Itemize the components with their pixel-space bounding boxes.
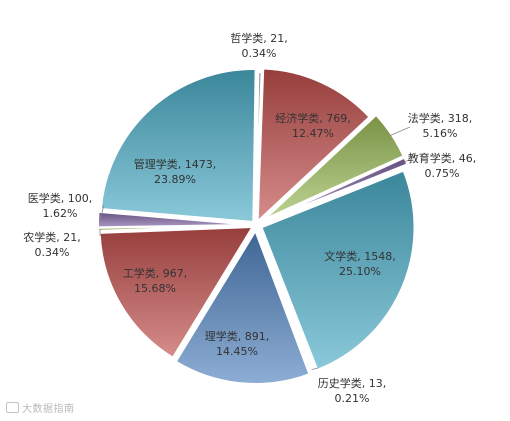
data-label-percent: 0.34% <box>242 47 277 60</box>
data-label-percent: 23.89% <box>154 173 196 186</box>
data-label-name-value: 法学类, 318, <box>408 111 473 125</box>
leader-line-6 <box>311 367 319 371</box>
pie-slice-11 <box>99 68 257 224</box>
data-label-percent: 0.34% <box>35 246 70 259</box>
data-label-name-value: 哲学类, 21, <box>230 31 288 45</box>
data-label-11: 管理学类, 1473, 23.89% <box>134 157 216 186</box>
data-label-percent: 5.16% <box>423 127 458 140</box>
data-label-percent: 15.68% <box>134 282 176 295</box>
data-label-3: 法学类, 318, 5.16% <box>408 111 473 140</box>
pie-slices <box>97 67 416 385</box>
watermark-logo-icon <box>6 402 19 413</box>
leader-line-3 <box>389 126 411 136</box>
data-label-8: 工学类, 967, 15.68% <box>123 266 188 295</box>
data-label-name-value: 管理学类, 1473, <box>134 157 216 171</box>
data-label-name-value: 历史学类, 13, <box>318 376 387 390</box>
data-label-name-value: 教育学类, 46, <box>408 151 477 165</box>
data-label-name-value: 经济学类, 769, <box>275 111 351 125</box>
data-label-percent: 1.62% <box>43 207 78 220</box>
data-label-1: 哲学类, 21, 0.34% <box>230 31 288 60</box>
leader-lines <box>99 126 411 371</box>
data-label-name-value: 农学类, 21, <box>23 230 81 244</box>
data-label-percent: 14.45% <box>216 345 258 358</box>
data-label-percent: 0.21% <box>335 392 370 405</box>
data-label-5: 文学类, 1548, 25.10% <box>324 249 395 278</box>
data-labels: 哲学类, 21, 0.34% 经济学类, 769, 12.47% 法学类, 318, 5.… <box>23 31 476 405</box>
data-label-name-value: 理学类, 891, <box>205 329 270 343</box>
pie-slice-7 <box>174 228 311 385</box>
pie-slice-6 <box>256 228 315 374</box>
leader-line-10 <box>99 204 105 220</box>
data-label-name-value: 工学类, 967, <box>123 266 188 280</box>
data-label-9: 农学类, 21, 0.34% <box>23 230 81 259</box>
pie-slice-10 <box>97 210 252 229</box>
data-label-6: 历史学类, 13, 0.21% <box>318 376 387 405</box>
data-label-name-value: 文学类, 1548, <box>324 249 395 263</box>
watermark: 大数据指南 <box>6 400 75 415</box>
data-label-4: 教育学类, 46, 0.75% <box>408 151 477 180</box>
data-label-2: 经济学类, 769, 12.47% <box>275 111 351 140</box>
data-label-percent: 25.10% <box>339 265 381 278</box>
data-label-10: 医学类, 100, 1.62% <box>28 191 93 220</box>
data-label-percent: 0.75% <box>425 167 460 180</box>
watermark-text: 大数据指南 <box>22 404 75 415</box>
leader-line-4 <box>403 159 411 163</box>
pie-slice-5 <box>260 169 416 372</box>
data-label-percent: 12.47% <box>292 127 334 140</box>
pie-slice-2 <box>256 67 371 224</box>
pie-slice-8 <box>98 225 255 360</box>
pie-slice-1 <box>255 71 263 226</box>
data-label-name-value: 医学类, 100, <box>28 191 93 205</box>
data-label-7: 理学类, 891, 14.45% <box>205 329 270 358</box>
